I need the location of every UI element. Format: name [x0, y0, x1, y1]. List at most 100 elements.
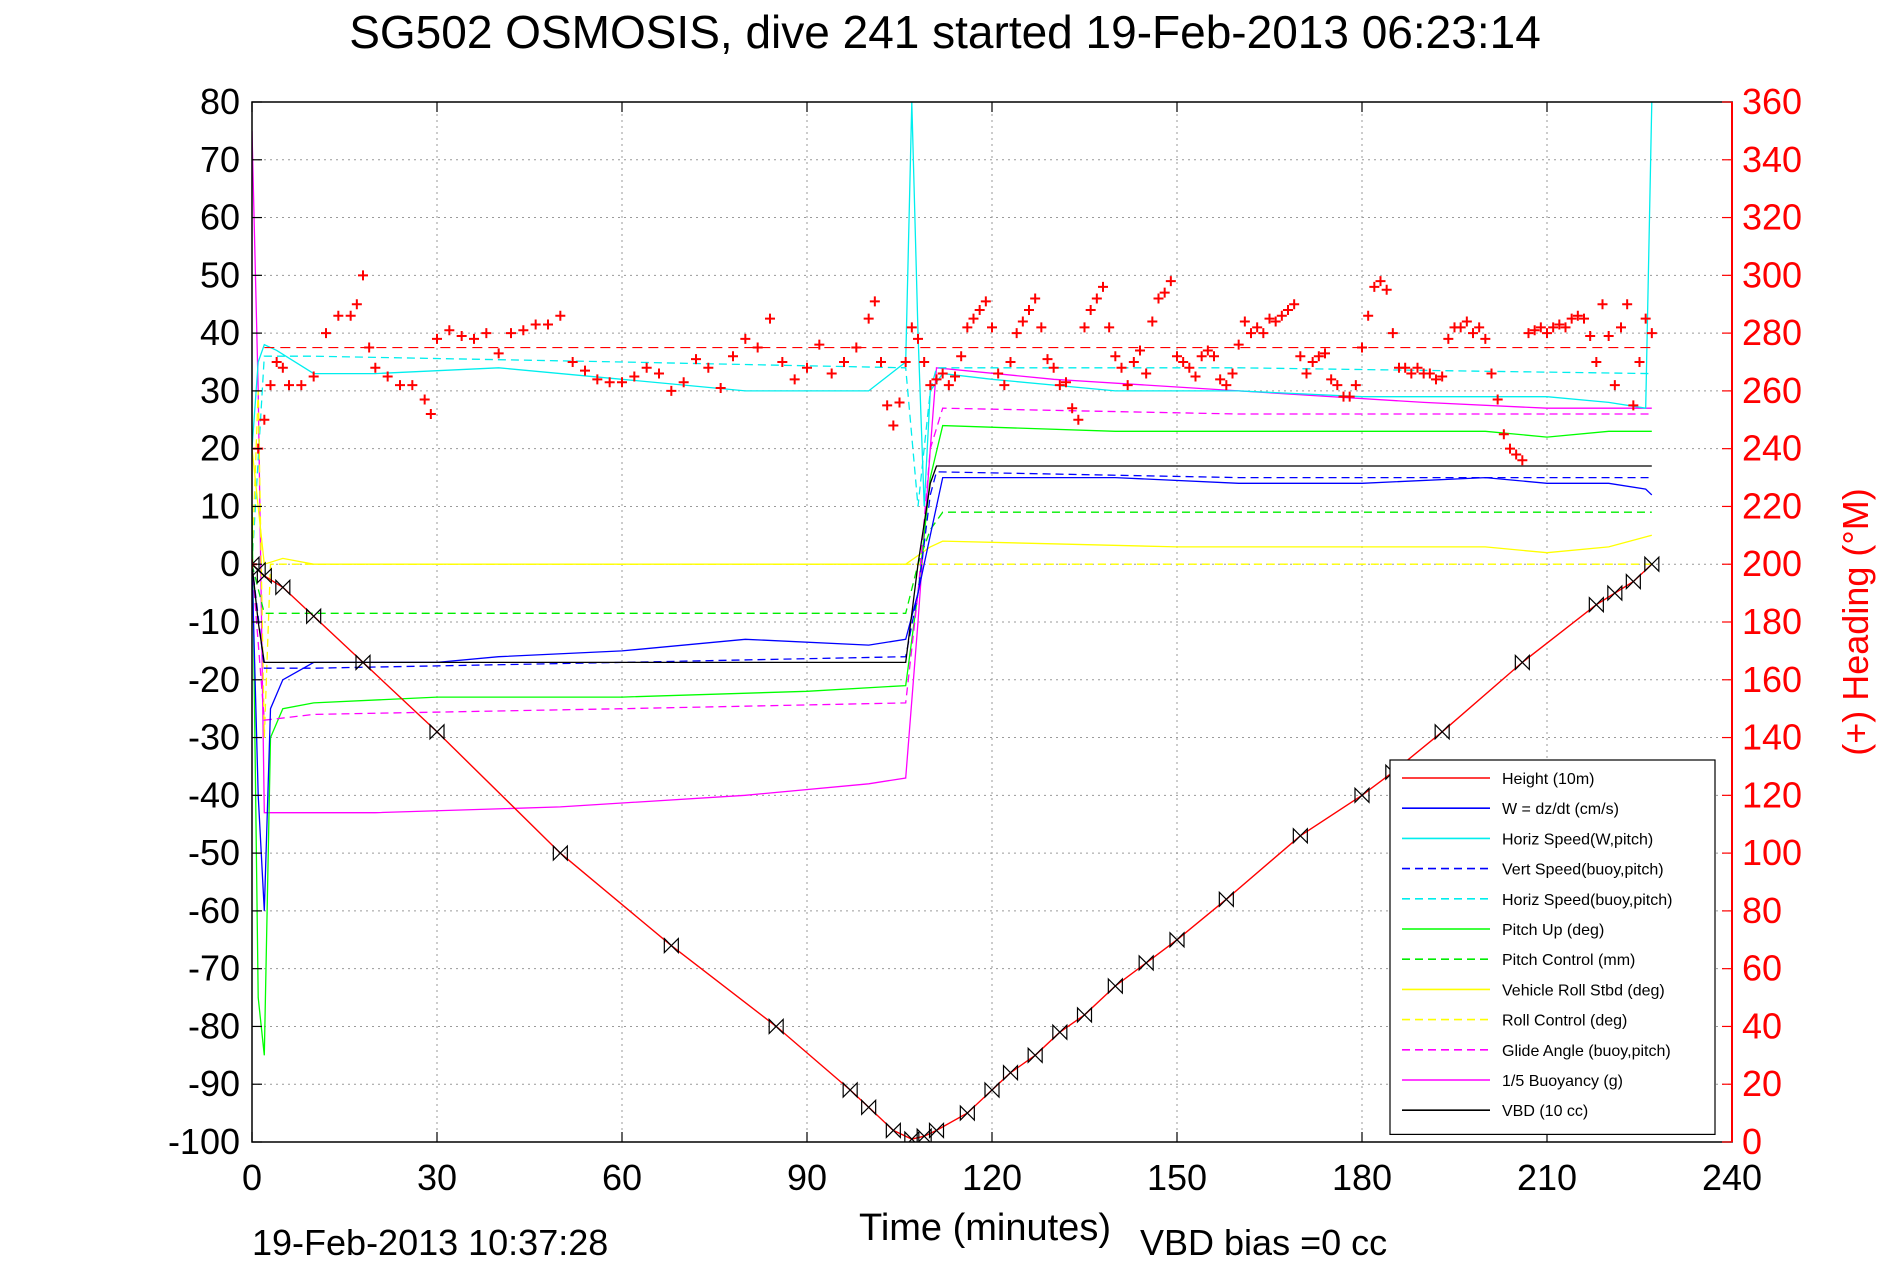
- heading-point: [1585, 331, 1596, 341]
- right-y-tick-label: 320: [1742, 197, 1802, 238]
- footer-vbd-bias: VBD bias =0 cc: [1140, 1222, 1387, 1262]
- heading-point: [1474, 322, 1485, 333]
- heading-point: [1375, 276, 1386, 287]
- y-tick-label: 30: [200, 370, 240, 411]
- right-y-tick-label: 100: [1742, 832, 1802, 873]
- heading-point: [1307, 357, 1318, 367]
- heading-point: [1233, 339, 1244, 350]
- heading-point: [1437, 371, 1448, 382]
- heading-point: [1320, 348, 1330, 359]
- heading-point: [937, 368, 948, 379]
- series-line-pitch-up-deg: [252, 424, 1652, 1056]
- heading-point: [1560, 322, 1571, 333]
- heading-point: [802, 362, 812, 373]
- heading-point: [1443, 333, 1454, 344]
- heading-point: [1511, 449, 1522, 460]
- height-marker: [355, 653, 371, 671]
- heading-point: [518, 325, 529, 336]
- heading-point: [469, 333, 479, 344]
- heading-point: [894, 397, 905, 408]
- heading-point: [1184, 362, 1195, 373]
- heading-point: [826, 368, 837, 379]
- height-marker: [1027, 1046, 1043, 1064]
- heading-point: [1141, 368, 1152, 379]
- y-tick-label: -40: [188, 774, 240, 815]
- y-tick-label: -20: [188, 659, 240, 700]
- right-y-tick-label: 200: [1742, 543, 1802, 584]
- height-marker: [1644, 555, 1660, 573]
- heading-point: [1159, 287, 1170, 298]
- series-line-roll-control-deg: [252, 390, 1652, 738]
- heading-point: [678, 377, 689, 388]
- heading-point: [814, 339, 825, 350]
- x-tick-label: 90: [787, 1157, 827, 1198]
- heading-point: [1061, 377, 1071, 388]
- y-tick-label: 20: [200, 428, 240, 469]
- heading-point: [999, 380, 1010, 391]
- right-y-tick-label: 360: [1742, 81, 1802, 122]
- heading-point: [1492, 394, 1503, 405]
- heading-point: [691, 354, 701, 365]
- heading-point: [913, 333, 923, 344]
- x-tick-label: 30: [417, 1157, 457, 1198]
- heading-point: [1363, 310, 1374, 321]
- heading-point: [1332, 380, 1343, 391]
- heading-point: [1091, 293, 1102, 304]
- x-tick-label: 210: [1517, 1157, 1577, 1198]
- right-y-tick-label: 340: [1742, 139, 1802, 180]
- heading-point: [1116, 362, 1127, 373]
- heading-point: [1042, 354, 1053, 365]
- heading-point: [1017, 316, 1028, 327]
- heading-point: [869, 296, 880, 307]
- y-tick-label: -80: [188, 1005, 240, 1046]
- heading-point: [1591, 357, 1602, 367]
- heading-point: [395, 380, 405, 391]
- height-marker: [861, 1098, 877, 1116]
- x-tick-label: 150: [1147, 1157, 1207, 1198]
- heading-point: [752, 342, 763, 353]
- heading-point: [968, 313, 979, 324]
- heading-point: [1283, 305, 1293, 315]
- heading-point: [555, 310, 566, 321]
- y-tick-label: 50: [200, 254, 240, 295]
- heading-point: [308, 371, 319, 382]
- heading-point: [1209, 351, 1219, 362]
- heading-point: [419, 394, 430, 405]
- legend-label: W = dz/dt (cm/s): [1502, 801, 1619, 818]
- heading-point: [1036, 322, 1047, 333]
- legend-label: VBD (10 cc): [1502, 1103, 1588, 1120]
- height-marker: [1107, 977, 1123, 995]
- legend-label: 1/5 Buoyancy (g): [1502, 1073, 1623, 1090]
- heading-point: [1178, 357, 1189, 367]
- heading-point: [1073, 414, 1084, 425]
- heading-point: [1412, 362, 1423, 373]
- heading-point: [1616, 322, 1626, 333]
- x-tick-label: 120: [962, 1157, 1022, 1198]
- legend-box: [1389, 759, 1716, 1135]
- heading-point: [1572, 310, 1583, 321]
- y-tick-label: -60: [188, 890, 240, 931]
- heading-point: [1313, 351, 1324, 362]
- heading-point: [1431, 374, 1441, 385]
- heading-point: [703, 362, 714, 373]
- legend-label: Horiz Speed(W,pitch): [1502, 831, 1653, 848]
- height-marker: [429, 723, 445, 741]
- axes: 0 30 60 90 120 150 180 210 24080706050403020100-…: [168, 81, 1802, 1198]
- heading-point: [277, 362, 288, 373]
- heading-point: [1517, 455, 1528, 466]
- heading-point: [580, 365, 590, 376]
- heading-point: [1153, 293, 1164, 304]
- series-line-horiz-speed-buoy-pitch: [252, 355, 1652, 565]
- height-marker: [275, 578, 291, 596]
- heading-point: [1048, 362, 1059, 373]
- legend-label: Vehicle Roll Stbd (deg): [1502, 982, 1665, 999]
- right-y-tick-label: 60: [1742, 948, 1782, 989]
- series-line-vert-speed-buoy-pitch: [252, 471, 1652, 669]
- heading-point: [1098, 281, 1108, 292]
- heading-point: [1011, 328, 1022, 339]
- heading-point: [1264, 313, 1275, 324]
- heading-point: [1554, 319, 1565, 330]
- y-tick-label: 10: [200, 485, 240, 526]
- right-y-tick-label: 140: [1742, 717, 1802, 758]
- heading-point: [617, 377, 627, 388]
